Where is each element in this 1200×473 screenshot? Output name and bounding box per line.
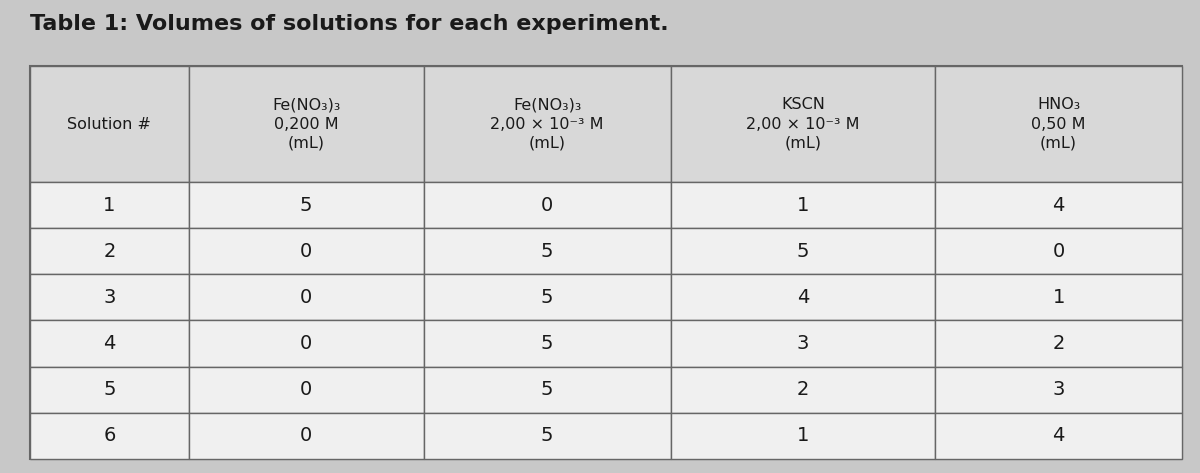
- Bar: [671, 228, 935, 274]
- Bar: [671, 66, 935, 182]
- Text: 5: 5: [541, 288, 553, 307]
- Text: Fe(NO₃)₃
2,00 × 10⁻³ M
(mL): Fe(NO₃)₃ 2,00 × 10⁻³ M (mL): [491, 97, 604, 151]
- Text: 5: 5: [103, 380, 115, 399]
- Text: 5: 5: [300, 196, 312, 215]
- Bar: [30, 182, 188, 228]
- Text: 5: 5: [541, 380, 553, 399]
- Text: 0: 0: [541, 196, 553, 215]
- Bar: [424, 228, 671, 274]
- Bar: [188, 274, 424, 320]
- Bar: [30, 66, 1182, 459]
- Bar: [30, 66, 188, 182]
- Text: Table 1: Volumes of solutions for each experiment.: Table 1: Volumes of solutions for each e…: [30, 14, 668, 34]
- Bar: [671, 320, 935, 367]
- Bar: [424, 412, 671, 459]
- Bar: [935, 367, 1182, 412]
- Text: 4: 4: [1052, 426, 1064, 445]
- Bar: [935, 274, 1182, 320]
- Text: 1: 1: [797, 196, 809, 215]
- Text: Fe(NO₃)₃
0,200 M
(mL): Fe(NO₃)₃ 0,200 M (mL): [272, 97, 341, 151]
- Bar: [30, 228, 188, 274]
- Text: 4: 4: [797, 288, 809, 307]
- Text: 6: 6: [103, 426, 115, 445]
- Bar: [935, 412, 1182, 459]
- Bar: [188, 320, 424, 367]
- Text: 0: 0: [300, 242, 312, 261]
- Text: 0: 0: [300, 288, 312, 307]
- Text: 2: 2: [103, 242, 115, 261]
- Bar: [671, 274, 935, 320]
- Bar: [935, 320, 1182, 367]
- Text: 0: 0: [1052, 242, 1064, 261]
- Text: 5: 5: [541, 242, 553, 261]
- Bar: [424, 274, 671, 320]
- Bar: [424, 66, 671, 182]
- Text: 3: 3: [1052, 380, 1064, 399]
- Text: 1: 1: [103, 196, 115, 215]
- Text: 0: 0: [300, 334, 312, 353]
- Bar: [424, 182, 671, 228]
- Text: KSCN
2,00 × 10⁻³ M
(mL): KSCN 2,00 × 10⁻³ M (mL): [746, 97, 859, 151]
- Text: 4: 4: [103, 334, 115, 353]
- Bar: [188, 182, 424, 228]
- Bar: [424, 367, 671, 412]
- Bar: [424, 320, 671, 367]
- Bar: [188, 367, 424, 412]
- Text: 3: 3: [103, 288, 115, 307]
- Bar: [935, 182, 1182, 228]
- Text: HNO₃
0,50 M
(mL): HNO₃ 0,50 M (mL): [1031, 97, 1086, 151]
- Bar: [935, 66, 1182, 182]
- Bar: [671, 182, 935, 228]
- Text: 1: 1: [797, 426, 809, 445]
- Bar: [30, 367, 188, 412]
- Bar: [30, 274, 188, 320]
- Bar: [188, 228, 424, 274]
- Text: 1: 1: [1052, 288, 1064, 307]
- Text: 2: 2: [797, 380, 809, 399]
- Bar: [188, 66, 424, 182]
- Text: 0: 0: [300, 380, 312, 399]
- Bar: [935, 228, 1182, 274]
- Bar: [30, 412, 188, 459]
- Text: 2: 2: [1052, 334, 1064, 353]
- Text: 5: 5: [541, 334, 553, 353]
- Text: Solution #: Solution #: [67, 117, 151, 131]
- Bar: [30, 320, 188, 367]
- Text: 5: 5: [541, 426, 553, 445]
- Bar: [671, 367, 935, 412]
- Text: 5: 5: [797, 242, 809, 261]
- Text: 3: 3: [797, 334, 809, 353]
- Bar: [671, 412, 935, 459]
- Text: 4: 4: [1052, 196, 1064, 215]
- Bar: [188, 412, 424, 459]
- Text: 0: 0: [300, 426, 312, 445]
